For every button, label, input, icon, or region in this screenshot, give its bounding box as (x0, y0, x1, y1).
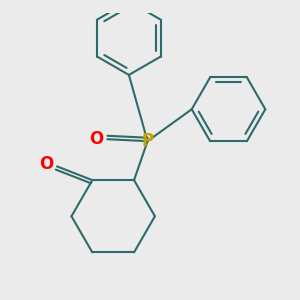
Text: P: P (142, 132, 154, 150)
Text: O: O (39, 155, 53, 173)
Text: O: O (89, 130, 103, 148)
